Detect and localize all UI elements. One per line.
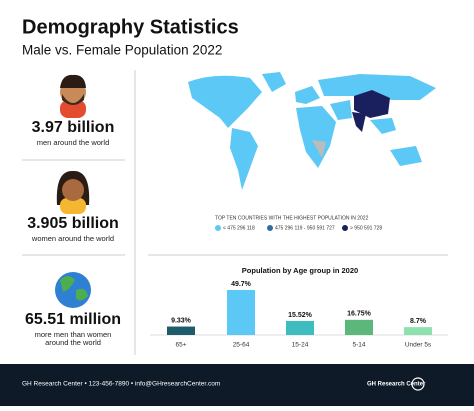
stat-value: 3.905 billion	[27, 215, 119, 232]
legend-swatch	[267, 225, 273, 231]
value-label: 16.75%	[347, 311, 372, 318]
legend-swatch	[342, 225, 348, 231]
value-label: 8.7%	[410, 318, 427, 325]
value-label: 49.7%	[231, 281, 252, 288]
x-tick-label: 15-24	[292, 342, 309, 349]
chart-title: Population by Age group in 2020	[242, 266, 358, 275]
man-icon	[60, 74, 86, 118]
brand-logo	[411, 377, 425, 391]
x-tick-label: 65+	[175, 342, 186, 349]
bar	[167, 326, 195, 335]
stat-value: 65.51 million	[25, 311, 121, 328]
footer-contact: GH Research Center • 123-456-7890 • info…	[22, 381, 220, 388]
x-tick-label: 25-64	[233, 342, 250, 349]
bar	[345, 319, 373, 335]
bar	[227, 290, 255, 335]
legend-title: TOP TEN COUNTRIES WITH THE HIGHEST POPUL…	[215, 215, 369, 221]
legend-label: < 475 296 118	[223, 225, 255, 231]
legend-label: > 950 591 728	[350, 225, 382, 231]
footer-band	[0, 364, 474, 406]
value-label: 9.33%	[171, 317, 192, 324]
bar	[404, 327, 432, 335]
title: Demography Statistics	[22, 16, 239, 38]
value-label: 15.52%	[288, 312, 313, 319]
legend-label: 475 296 119 - 950 591 727	[275, 225, 335, 231]
globe-icon	[55, 272, 91, 308]
footer-brand: GH Research Center	[367, 382, 426, 388]
subtitle: Male vs. Female Population 2022	[22, 43, 222, 58]
woman-icon	[56, 170, 90, 214]
stat-value: 3.97 billion	[32, 119, 115, 136]
x-tick-label: Under 5s	[405, 342, 432, 349]
x-tick-label: 5-14	[352, 342, 365, 349]
world-map	[188, 72, 436, 190]
legend-swatch	[215, 225, 221, 231]
bar	[286, 320, 314, 335]
stat-description: more men than women	[35, 330, 112, 339]
stat-description: women around the world	[31, 234, 114, 243]
stat-description: around the world	[45, 338, 101, 347]
stat-description: men around the world	[37, 138, 110, 147]
